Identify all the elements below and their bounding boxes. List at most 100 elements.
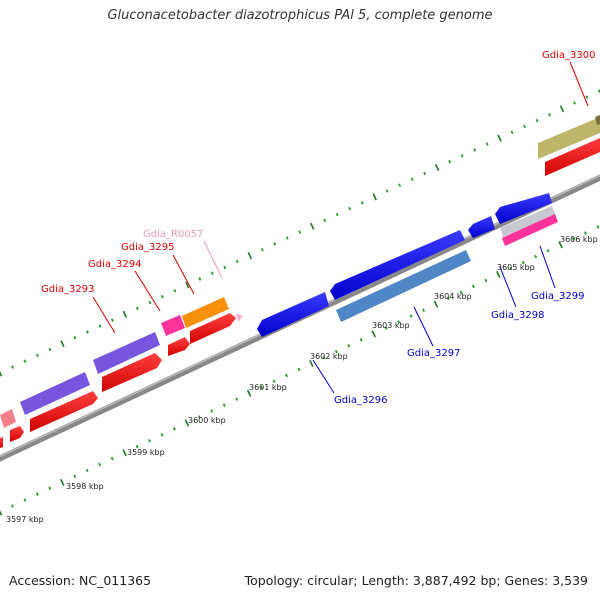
gene-3298-steel-bar[interactable]: [336, 250, 471, 322]
gene-label-3298[interactable]: Gdia_3298: [491, 310, 544, 321]
gene-gray-bar[interactable]: [500, 206, 556, 237]
minor-tick: [535, 118, 539, 123]
minor-tick: [384, 326, 388, 330]
major-tick: [497, 134, 502, 142]
minor-tick: [335, 212, 339, 217]
major-tick: [122, 310, 128, 318]
gene-r0057-triangle[interactable]: [236, 313, 243, 322]
minor-tick: [273, 242, 277, 246]
gene-red-bar-c[interactable]: [10, 426, 24, 442]
minor-tick: [110, 456, 114, 461]
reverse-features: [257, 193, 558, 337]
minor-tick: [172, 427, 176, 431]
minor-tick: [422, 308, 426, 312]
gene-3295-orange-bar[interactable]: [182, 297, 229, 328]
tick-label: 3599 kbp: [127, 448, 165, 457]
gene-3297-blue-bar[interactable]: [330, 230, 465, 300]
major-tick: [372, 193, 377, 201]
minor-tick: [348, 206, 352, 211]
minor-tick: [85, 330, 89, 334]
major-tick: [185, 281, 190, 289]
minor-tick: [222, 403, 226, 407]
gene-3293-red-bar[interactable]: [102, 353, 162, 392]
minor-tick: [410, 177, 414, 181]
major-tick: [309, 360, 314, 368]
gene-label-3296[interactable]: Gdia_3296: [334, 395, 387, 406]
tick-label: 3598 kbp: [66, 482, 104, 491]
gene-3299-pink-bar[interactable]: [502, 214, 558, 246]
minor-tick: [573, 101, 576, 105]
gene-blue-small[interactable]: [468, 216, 495, 238]
major-tick: [247, 252, 253, 260]
gene-red-bar-d[interactable]: [0, 437, 3, 448]
minor-tick: [360, 201, 364, 205]
accession-text: Accession: NC_011365: [9, 573, 152, 588]
gene-red-bar-b[interactable]: [30, 391, 98, 432]
outer-tick-row: [0, 89, 600, 377]
gene-label-3293[interactable]: Gdia_3293: [41, 284, 94, 295]
minor-tick: [85, 468, 89, 473]
minor-tick: [285, 236, 289, 240]
minor-tick: [147, 439, 151, 443]
minor-tick: [297, 367, 301, 372]
tick-label: 3605 kbp: [497, 263, 535, 272]
gene-3294-red-bar[interactable]: [190, 313, 236, 344]
forward-features: [0, 115, 600, 448]
inner-tick-row: [0, 225, 600, 516]
minor-tick: [460, 154, 464, 158]
gene-3293-purple-bar[interactable]: [93, 332, 160, 374]
major-tick: [246, 389, 252, 397]
major-tick: [60, 478, 65, 486]
major-tick: [184, 419, 190, 427]
minor-tick: [11, 365, 14, 369]
minor-tick: [160, 294, 164, 299]
minor-tick: [23, 498, 27, 502]
gene-label-3299[interactable]: Gdia_3299: [531, 291, 584, 302]
gene-label-3295[interactable]: Gdia_3295: [121, 242, 174, 253]
major-tick: [371, 330, 376, 338]
minor-tick: [347, 344, 351, 348]
minor-tick: [585, 95, 589, 99]
gene-red-bar-a[interactable]: [168, 337, 190, 356]
gene-label-3294[interactable]: Gdia_3294: [88, 259, 141, 270]
minor-tick: [260, 248, 264, 252]
gene-purple-bar-b[interactable]: [20, 372, 90, 415]
minor-tick: [73, 336, 77, 340]
gene-3300-red-bar[interactable]: [545, 138, 600, 176]
minor-tick: [48, 486, 52, 490]
minor-tick: [409, 314, 413, 318]
minor-tick: [35, 353, 39, 358]
minor-tick: [459, 290, 463, 295]
gene-label-3300[interactable]: Gdia_3300: [542, 50, 595, 61]
leader-lines: [92, 61, 589, 394]
minor-tick: [10, 504, 14, 508]
gene-3296-blue-bar[interactable]: [257, 292, 329, 337]
gene-label-3297[interactable]: Gdia_3297: [407, 348, 460, 359]
gene-3299-blue-bar[interactable]: [495, 193, 552, 224]
minor-tick: [198, 277, 202, 281]
minor-tick: [235, 397, 239, 401]
gene-salmon-bar[interactable]: [0, 409, 16, 428]
gene-3300-olive-bar[interactable]: [538, 117, 600, 159]
gene-pink-bar[interactable]: [161, 315, 185, 336]
minor-tick: [583, 231, 587, 235]
tick-label: 3606 kbp: [560, 235, 598, 244]
major-tick: [558, 241, 563, 249]
minor-tick: [546, 249, 550, 253]
gene-label-r0057[interactable]: Gdia_R0057: [143, 229, 203, 240]
minor-tick: [197, 415, 201, 419]
minor-tick: [473, 148, 477, 152]
minor-tick: [534, 254, 538, 259]
minor-tick: [260, 385, 264, 390]
minor-tick: [359, 338, 363, 342]
tick-label: 3603 kbp: [372, 321, 410, 330]
minor-tick: [135, 444, 139, 449]
minor-tick: [385, 189, 389, 193]
minor-tick: [235, 259, 239, 264]
minor-tick: [485, 142, 489, 146]
minor-tick: [323, 218, 327, 223]
gene-olive-small[interactable]: [595, 115, 600, 125]
major-tick: [496, 270, 501, 278]
minor-tick: [397, 320, 401, 324]
